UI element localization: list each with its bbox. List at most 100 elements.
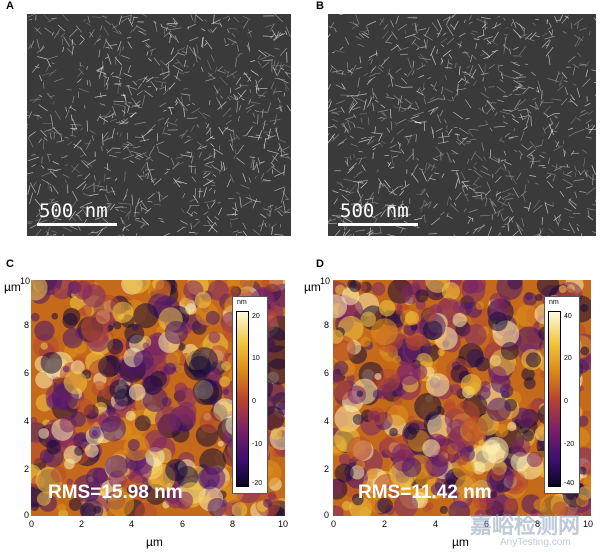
fiber [45,64,50,72]
fiber [446,37,455,45]
fiber [580,109,586,114]
fiber [76,214,82,221]
fiber [144,77,150,82]
afm-blob [408,415,415,423]
fiber [588,111,593,116]
fiber [382,204,388,209]
fiber [433,81,438,90]
fiber [484,26,489,30]
fiber [521,217,525,227]
fiber [330,110,342,115]
fiber [450,203,459,212]
fiber [575,129,585,133]
fiber [120,17,128,23]
fiber [277,69,281,75]
fiber [275,127,279,140]
fiber [446,25,454,37]
fiber [389,108,392,119]
fiber [29,192,34,205]
fiber [363,72,369,77]
y-tick-c: 10 [20,276,31,286]
fiber [256,162,260,174]
fiber [186,151,191,153]
afm-blob [177,342,186,351]
fiber [532,204,543,213]
fiber [415,134,417,142]
fiber [38,104,48,112]
afm-blob [488,366,507,385]
fiber [557,218,562,225]
fiber [452,159,456,163]
fiber [96,226,108,233]
fiber [231,207,239,212]
fiber [275,106,283,110]
fiber [512,85,522,92]
fiber [133,212,140,214]
afm-blob [191,347,218,374]
fiber [135,217,140,220]
fiber [377,109,389,113]
fiber [60,133,62,141]
fiber [34,218,41,222]
fiber [545,203,554,207]
fiber [140,203,143,212]
fiber [98,115,107,117]
fiber [249,101,261,105]
fiber [250,70,259,76]
fiber [352,64,357,72]
fiber [390,137,395,144]
fiber [50,206,56,211]
fiber [103,38,108,49]
fiber [477,34,485,38]
fiber [285,30,288,36]
fiber [348,162,357,171]
fiber [110,71,114,76]
fiber [507,192,515,196]
fiber [522,194,526,202]
fiber [159,71,170,75]
fiber [206,59,212,71]
fiber [539,154,545,159]
afm-blob [57,503,67,513]
afm-blob [155,280,172,296]
y-tick-d: 8 [324,320,330,330]
fiber [31,64,40,73]
fiber [534,35,540,38]
fiber [412,111,424,117]
fiber [166,168,170,171]
fiber [451,14,456,18]
fiber [176,70,179,79]
afm-blob [82,284,106,308]
fiber [547,78,560,83]
fiber [180,129,188,139]
fiber [141,217,150,226]
x-tick-c: 2 [79,519,85,529]
fiber [105,194,109,203]
fiber [131,194,134,206]
fiber [103,173,106,182]
fiber [360,136,367,140]
fiber [382,183,390,191]
fiber [570,118,576,125]
fiber [369,232,381,235]
fiber [164,117,170,125]
fiber [379,18,385,23]
afm-blob [333,360,349,376]
fiber [388,205,393,208]
fiber [201,36,204,48]
fiber [43,14,52,22]
fiber [89,29,95,38]
fiber [527,86,535,90]
fiber [222,107,232,117]
fiber [524,184,527,193]
fiber [335,84,345,90]
fiber [350,203,356,205]
fiber [260,213,267,219]
afm-blob [341,501,352,511]
fiber [464,19,466,23]
fiber [447,152,451,164]
fiber [431,126,435,139]
fiber [174,62,179,64]
fiber [118,202,130,205]
fiber [339,207,350,212]
